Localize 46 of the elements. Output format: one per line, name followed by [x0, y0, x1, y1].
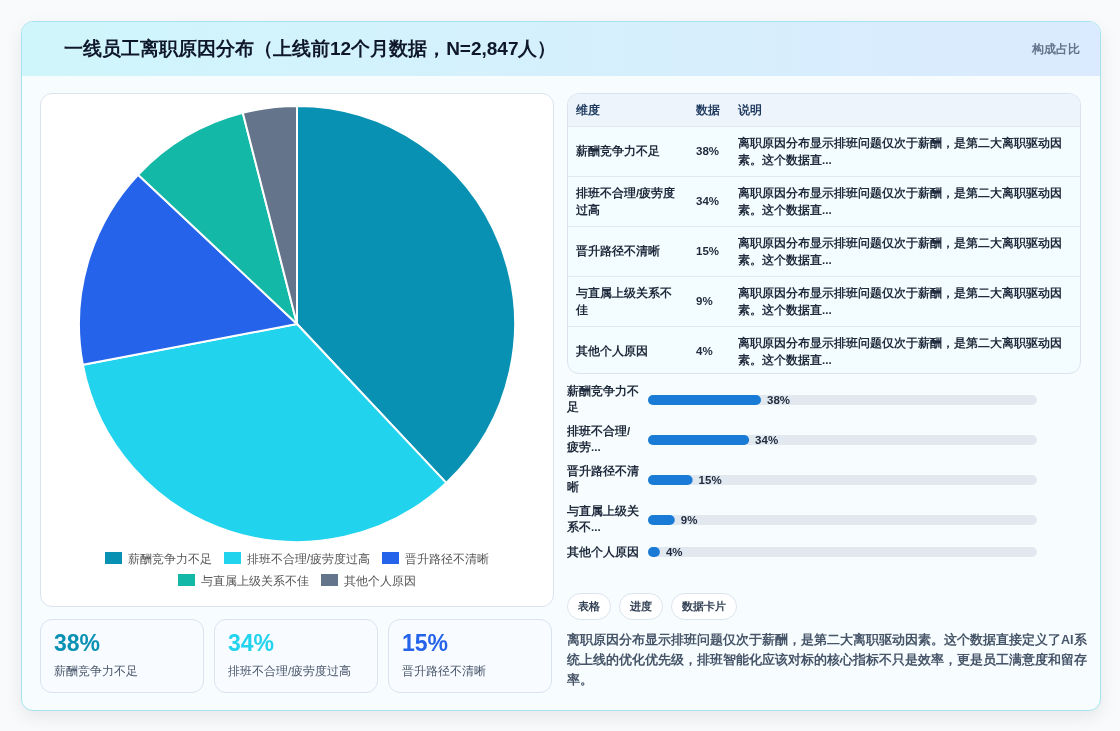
text: 薪酬竞争力不足: [54, 664, 138, 679]
text: 表格: [567, 593, 611, 620]
text: 34%: [688, 176, 730, 227]
legend-label: 晋升路径不清晰: [404, 551, 490, 568]
text: 离职原因分布显示排班问题仅次于薪酬，是第二大离职驱动因素。这个数据直...: [730, 326, 1080, 376]
text: 4%: [688, 326, 730, 376]
text: 离职原因分布显示排班问题仅次于薪酬，是第二大离职驱动因素。这个数据直...: [730, 176, 1080, 227]
data-label: 4%: [665, 546, 683, 558]
legend-label: 薪酬竞争力不足: [126, 551, 212, 568]
text: 数据: [688, 94, 730, 127]
legend-label: 排班不合理/疲劳度过高: [245, 551, 371, 568]
y-tick-label: 晋升路径不清晰: [567, 464, 640, 495]
text: 一线员工离职原因分布（上线前12个月数据，N=2,847人）: [64, 37, 557, 61]
text: 离职原因分布显示排班问题仅次于薪酬，是第二大离职驱动因素。这个数据直...: [730, 226, 1080, 277]
text: 进度: [619, 593, 663, 620]
text: 晋升路径不清晰: [402, 664, 486, 679]
y-tick-label: 排班不合理/疲劳...: [567, 424, 632, 455]
bar: [648, 395, 761, 405]
text: 构成占比: [1032, 41, 1080, 58]
text: 排班不合理/疲劳度过高: [228, 664, 352, 679]
text: 说明: [730, 94, 1080, 127]
text: 离职原因分布显示排班问题仅次于薪酬，是第二大离职驱动因素。这个数据直...: [730, 276, 1080, 327]
text: 维度: [568, 94, 688, 127]
text: 38%: [54, 630, 101, 657]
data-label: 15%: [698, 474, 722, 486]
y-tick-label: 其他个人原因: [567, 545, 640, 560]
text: 排班不合理/疲劳度过高: [568, 176, 688, 227]
text: 9%: [688, 276, 730, 327]
text: 38%: [688, 126, 730, 177]
y-tick-label: 薪酬竞争力不足: [567, 383, 640, 415]
text: 34%: [228, 630, 275, 657]
bar: [648, 515, 675, 525]
legend-label: 与直属上级关系不佳: [200, 573, 309, 590]
y-tick-label: 与直属上级关系不...: [567, 503, 640, 535]
data-label: 9%: [680, 514, 698, 526]
legend-label: 其他个人原因: [343, 573, 416, 590]
data-label: 38%: [767, 394, 791, 406]
text: 15%: [688, 226, 730, 277]
data-label: 34%: [755, 434, 779, 446]
text: 与直属上级关系不佳: [568, 276, 688, 327]
text: 离职原因分布显示排班问题仅次于薪酬，是第二大离职驱动因素。这个数据直接定义了AI系统上线的优化优先级，排班智能化应该对标的核心指标不只是效率，更是员工满意度和留存率。: [567, 631, 1087, 689]
text: 数据卡片: [671, 593, 737, 620]
text: 离职原因分布显示排班问题仅次于薪酬，是第二大离职驱动因素。这个数据直...: [730, 126, 1080, 177]
text: 15%: [402, 630, 449, 657]
bar: [648, 475, 693, 485]
bar: [648, 435, 750, 445]
